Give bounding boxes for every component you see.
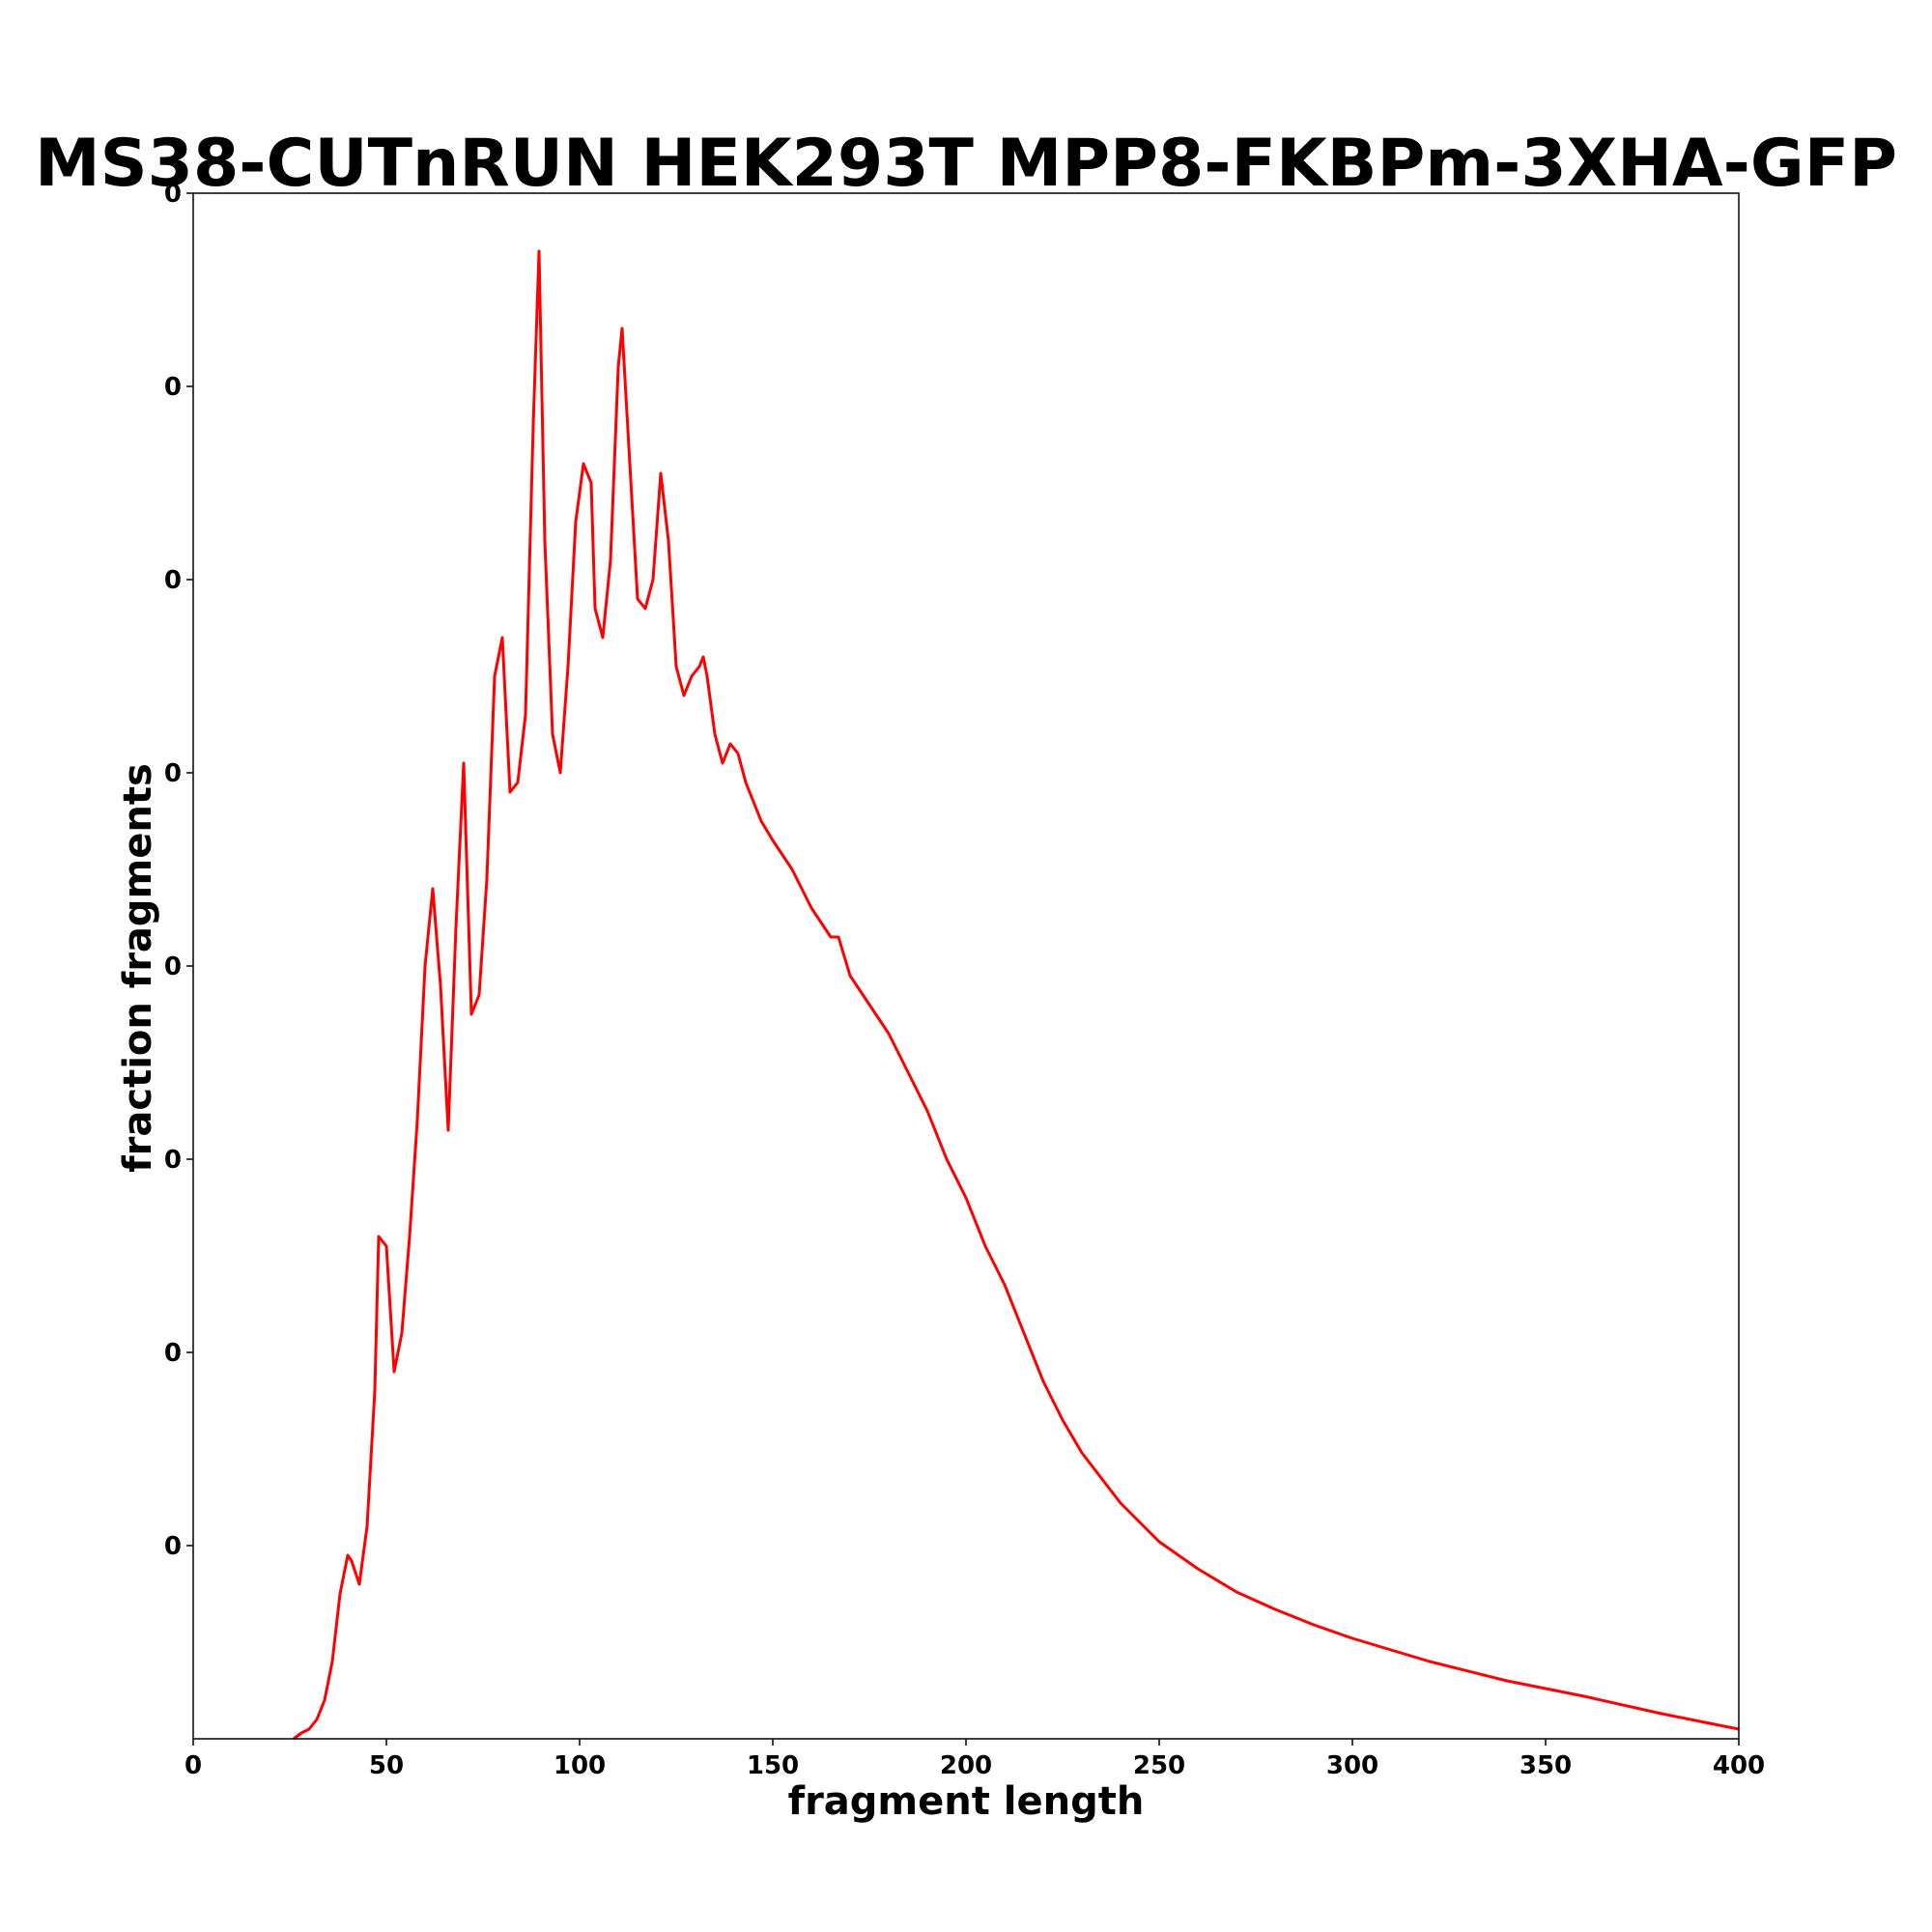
plot-area (293, 249, 1740, 1741)
x-tick-label: 200 (940, 1751, 992, 1780)
x-tick-label: 100 (554, 1751, 606, 1780)
y-tick-label: 0 (164, 952, 182, 981)
x-tick-label: 350 (1520, 1751, 1572, 1780)
series-line-0 (293, 249, 1740, 1741)
y-tick-label: 0 (164, 1339, 182, 1368)
x-axis-title: fragment length (788, 1779, 1145, 1824)
x-tick-label: 150 (747, 1751, 799, 1780)
y-tick-label: 0 (164, 1146, 182, 1175)
x-tick-label: 300 (1326, 1751, 1378, 1780)
y-tick-label: 0 (164, 180, 182, 209)
y-tick-label: 0 (164, 373, 182, 402)
y-tick-label: 0 (164, 759, 182, 788)
x-tick-label: 400 (1713, 1751, 1765, 1780)
x-tick-label: 0 (185, 1751, 202, 1780)
x-axis-ticks: 0 50 100 150 200 250 300 350 400 (185, 1739, 1765, 1780)
x-tick-label: 50 (369, 1751, 404, 1780)
plot-frame (192, 192, 1740, 1740)
y-tick-label: 0 (164, 566, 182, 595)
chart-title: MS38-CUTnRUN HEK293T MPP8-FKBPm-3XHA-GFP (35, 126, 1897, 202)
y-axis-title: fraction fragments (116, 763, 160, 1173)
x-tick-label: 250 (1133, 1751, 1185, 1780)
y-axis-ticks: 0 0 0 0 0 0 0 0 (164, 180, 193, 1561)
y-tick-label: 0 (164, 1532, 182, 1561)
